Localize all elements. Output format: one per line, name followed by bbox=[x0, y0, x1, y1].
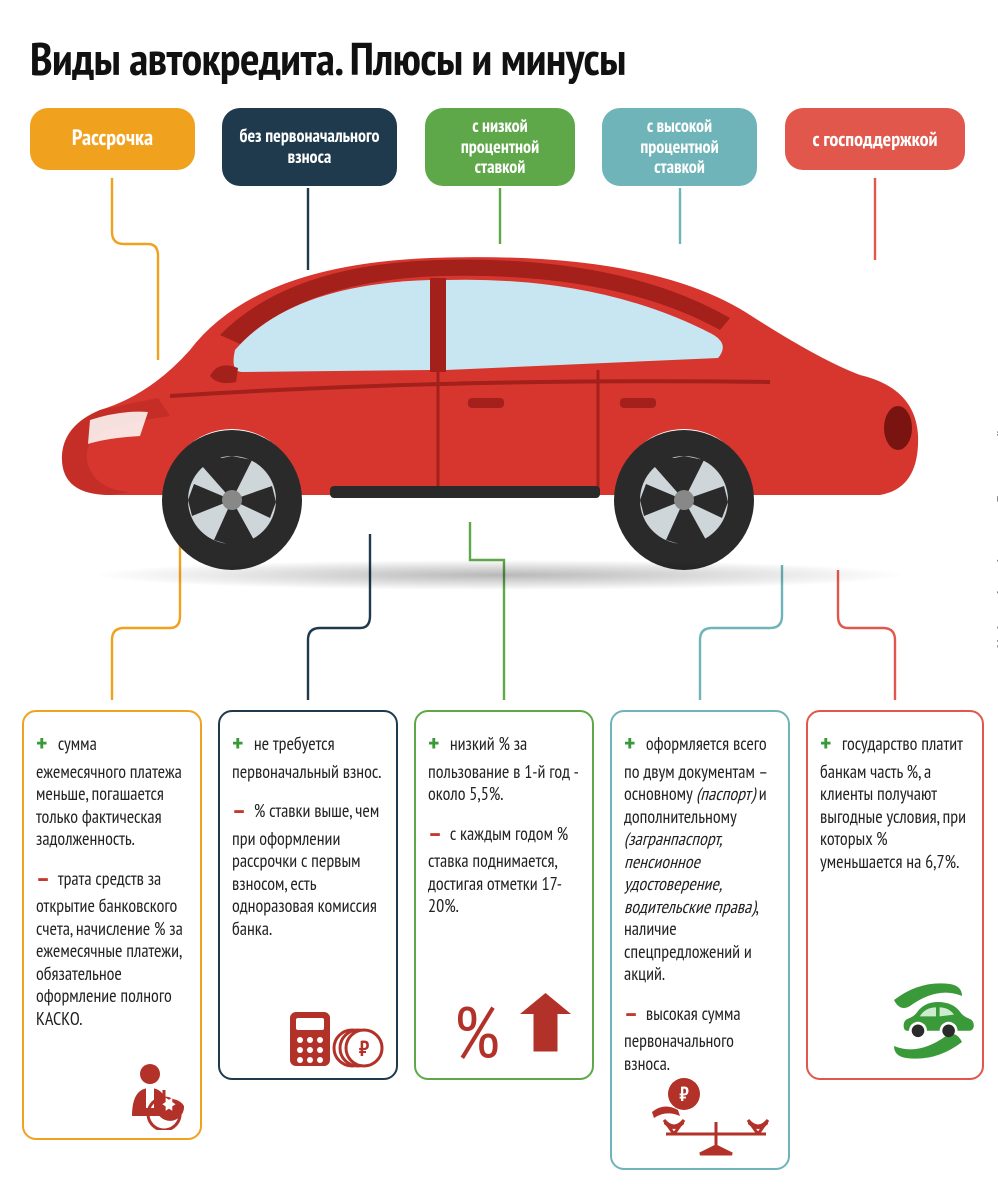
car-illustration bbox=[30, 200, 950, 600]
car-svg bbox=[30, 200, 950, 600]
minus-text: – с каждым годом % ставка поднимается, д… bbox=[428, 818, 580, 918]
minus-text: – высокая сумма первоначального взноса. bbox=[624, 998, 776, 1076]
pill-p5: с господдержкой bbox=[785, 108, 965, 170]
plus-text: + государство платит банкам часть %, а к… bbox=[820, 728, 970, 873]
pill-p1: Рассрочка bbox=[30, 108, 195, 170]
pill-p3: с низкой процентной ставкой bbox=[425, 108, 575, 186]
minus-text: – % ставки выше, чем при оформлении расс… bbox=[232, 795, 384, 940]
page-title: Виды автокредита. Плюсы и минусы bbox=[30, 28, 626, 88]
info-box-b2: + не требуется первоначальный взнос. – % … bbox=[218, 710, 398, 1080]
plus-text: + низкий % за пользование в 1-й год - ок… bbox=[428, 728, 580, 806]
pill-p2: без первоначального взноса bbox=[222, 108, 397, 186]
info-box-b3: + низкий % за пользование в 1-й год - ок… bbox=[414, 710, 594, 1080]
plus-text: + сумма ежемесячного платежа меньше, пог… bbox=[36, 728, 188, 851]
info-box-b1: + сумма ежемесячного платежа меньше, пог… bbox=[22, 710, 202, 1140]
plus-text: + оформляется всего по двум документам –… bbox=[624, 728, 776, 986]
pill-p4: с высокой процентной ставкой bbox=[602, 108, 757, 186]
hands-icon bbox=[888, 976, 974, 1070]
calc-icon bbox=[288, 1010, 388, 1070]
scale-icon bbox=[650, 1076, 780, 1160]
plus-text: + не требуется первоначальный взнос. bbox=[232, 728, 384, 783]
credit-text: Инфографика Анжелики Григорьевой bbox=[994, 430, 998, 648]
car-shadow bbox=[100, 560, 900, 590]
info-box-b5: + государство платит банкам часть %, а к… bbox=[806, 710, 984, 1080]
info-box-b4: + оформляется всего по двум документам –… bbox=[610, 710, 790, 1170]
percent-icon bbox=[454, 990, 584, 1070]
agent-icon bbox=[120, 1058, 192, 1130]
minus-text: – трата средств за открытие банковского … bbox=[36, 863, 188, 1031]
